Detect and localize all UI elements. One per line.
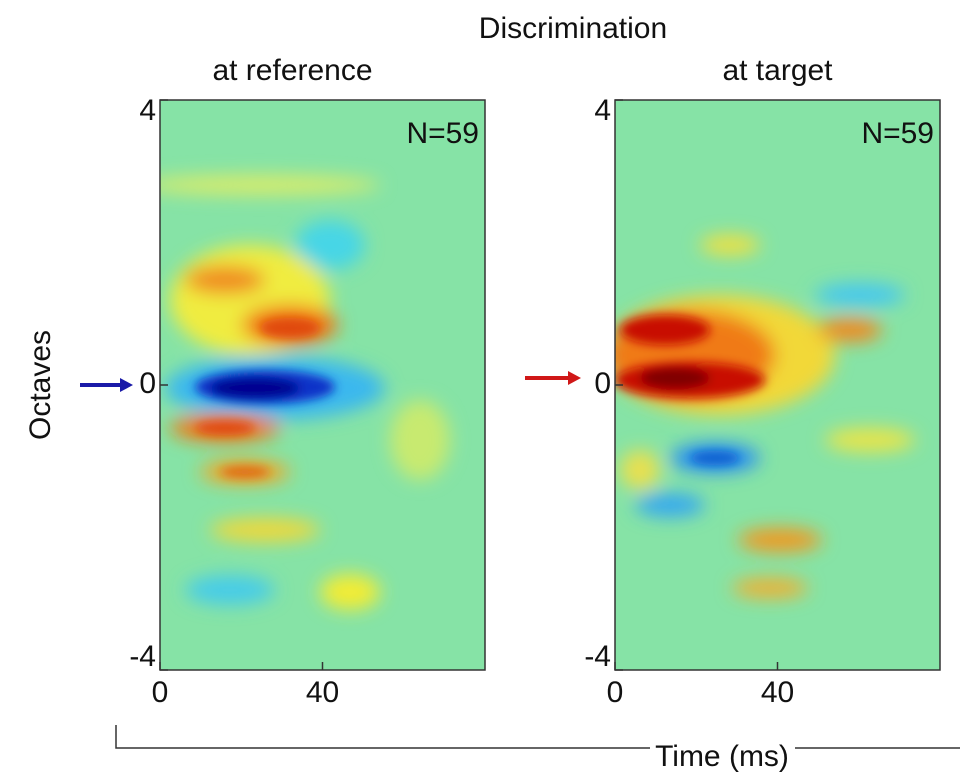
y-tick-label: 0	[139, 367, 156, 400]
x-tick-label: 0	[152, 676, 169, 709]
arrows	[80, 371, 581, 392]
heatmap-image	[615, 100, 940, 670]
figure-title: Discrimination	[479, 12, 667, 45]
panel-title: at reference	[212, 54, 372, 87]
x-tick-label: 40	[306, 676, 339, 709]
annotation: N=59	[861, 117, 934, 150]
x-tick-label: 40	[761, 676, 794, 709]
y-tick-label: 0	[594, 367, 611, 400]
y-tick-label: -4	[129, 640, 156, 673]
x-axis-label: Time (ms)	[655, 740, 789, 773]
time-bracket	[115, 725, 650, 749]
annotation: N=59	[406, 117, 479, 150]
y-tick-label: 4	[139, 94, 156, 127]
y-tick-label: 4	[594, 94, 611, 127]
heatmap-image	[160, 100, 485, 670]
x-tick-label: 0	[607, 676, 624, 709]
y-axis-label: Octaves	[24, 330, 57, 440]
y-tick-label: -4	[584, 640, 611, 673]
panel-title: at target	[722, 54, 833, 87]
